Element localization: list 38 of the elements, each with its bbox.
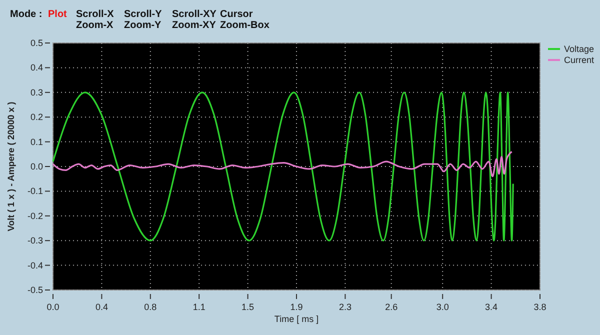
y-tick-label: -0.2 [27, 210, 43, 221]
x-tick-label: 3.0 [436, 302, 449, 312]
x-tick-label: 1.5 [242, 302, 254, 312]
x-axis-title: Time [ ms ] [274, 314, 319, 324]
x-tick-label: 3.8 [534, 302, 546, 312]
y-tick-label: 0.3 [30, 87, 43, 98]
y-tick-label: 0.0 [30, 162, 43, 172]
x-tick-label: 3.4 [485, 302, 498, 312]
y-tick-label: -0.4 [27, 260, 43, 270]
text: Mode : [10, 9, 42, 20]
y-tick-label: -0.3 [27, 236, 43, 246]
line-series [52, 92, 514, 242]
y-tick-label: 0.2 [30, 112, 43, 122]
text: Zoom-XY [172, 20, 216, 31]
y-tick-label: 0.4 [30, 62, 43, 73]
y-axis-title: Volt ( 1 x ) - Ampere ( 20000 x ) [6, 102, 16, 232]
legend-label: Voltage [564, 44, 594, 54]
line-series [52, 150, 513, 178]
text: Zoom-X [76, 20, 114, 31]
text: Scroll-X [76, 9, 114, 20]
y-tick-label: -0.5 [27, 285, 43, 295]
text: Scroll-Y [124, 9, 162, 20]
x-tick-label: 0.0 [46, 302, 60, 312]
text: Plot [48, 9, 68, 20]
x-tick-label: 2.6 [385, 302, 398, 312]
text: Scroll-XY [172, 9, 217, 20]
x-tick-label: 0.8 [144, 302, 157, 312]
y-tick-label: 0.5 [30, 38, 43, 48]
text: Zoom-Y [124, 20, 162, 31]
legend-label: Current [564, 55, 595, 65]
y-tick-label: 0.1 [30, 136, 43, 147]
x-tick-label: 2.3 [338, 302, 352, 312]
x-tick-label: 1.9 [290, 302, 303, 312]
y-tick-label: -0.1 [27, 186, 43, 196]
text: Zoom-Box [220, 20, 270, 31]
text: Cursor [220, 9, 253, 20]
x-tick-label: 0.4 [95, 302, 108, 312]
x-tick-label: 1.1 [192, 302, 206, 312]
